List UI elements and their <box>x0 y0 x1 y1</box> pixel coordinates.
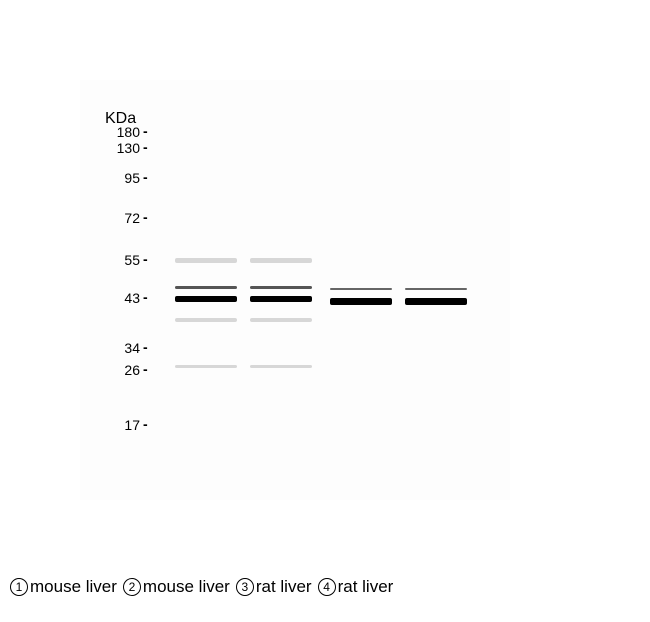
legend-item: 1mouse liver <box>10 577 117 597</box>
marker-tick: - <box>143 139 148 155</box>
legend-number: 1 <box>10 578 28 596</box>
lane-legend: 1mouse liver2mouse liver3rat liver4rat l… <box>10 577 640 597</box>
marker-tick: - <box>143 123 148 139</box>
marker-tick: - <box>143 289 148 305</box>
legend-number: 2 <box>123 578 141 596</box>
band-main <box>175 286 237 289</box>
legend-text: mouse liver <box>143 577 230 597</box>
legend-item: 2mouse liver <box>123 577 230 597</box>
marker-label: 17 <box>100 417 140 433</box>
band-main <box>405 288 467 290</box>
marker-label: 180 <box>100 124 140 140</box>
band-main <box>330 298 392 305</box>
legend-number: 4 <box>318 578 336 596</box>
marker-label: 26 <box>100 362 140 378</box>
marker-label: 55 <box>100 252 140 268</box>
band-main <box>250 296 312 302</box>
marker-label: 43 <box>100 290 140 306</box>
band-faint <box>250 318 312 322</box>
band-main <box>405 298 467 305</box>
marker-tick: - <box>143 416 148 432</box>
band-main <box>175 296 237 302</box>
marker-tick: - <box>143 361 148 377</box>
marker-label: 34 <box>100 340 140 356</box>
band-faint <box>175 365 237 368</box>
legend-text: mouse liver <box>30 577 117 597</box>
band-faint <box>175 318 237 322</box>
marker-tick: - <box>143 169 148 185</box>
marker-label: 72 <box>100 210 140 226</box>
band-main <box>330 288 392 290</box>
legend-item: 4rat liver <box>318 577 394 597</box>
marker-tick: - <box>143 251 148 267</box>
legend-text: rat liver <box>338 577 394 597</box>
legend-text: rat liver <box>256 577 312 597</box>
legend-item: 3rat liver <box>236 577 312 597</box>
marker-label: 95 <box>100 170 140 186</box>
legend-number: 3 <box>236 578 254 596</box>
band-faint <box>250 365 312 368</box>
marker-tick: - <box>143 209 148 225</box>
band-faint <box>175 258 237 263</box>
band-main <box>250 286 312 289</box>
marker-tick: - <box>143 339 148 355</box>
band-faint <box>250 258 312 263</box>
marker-label: 130 <box>100 140 140 156</box>
